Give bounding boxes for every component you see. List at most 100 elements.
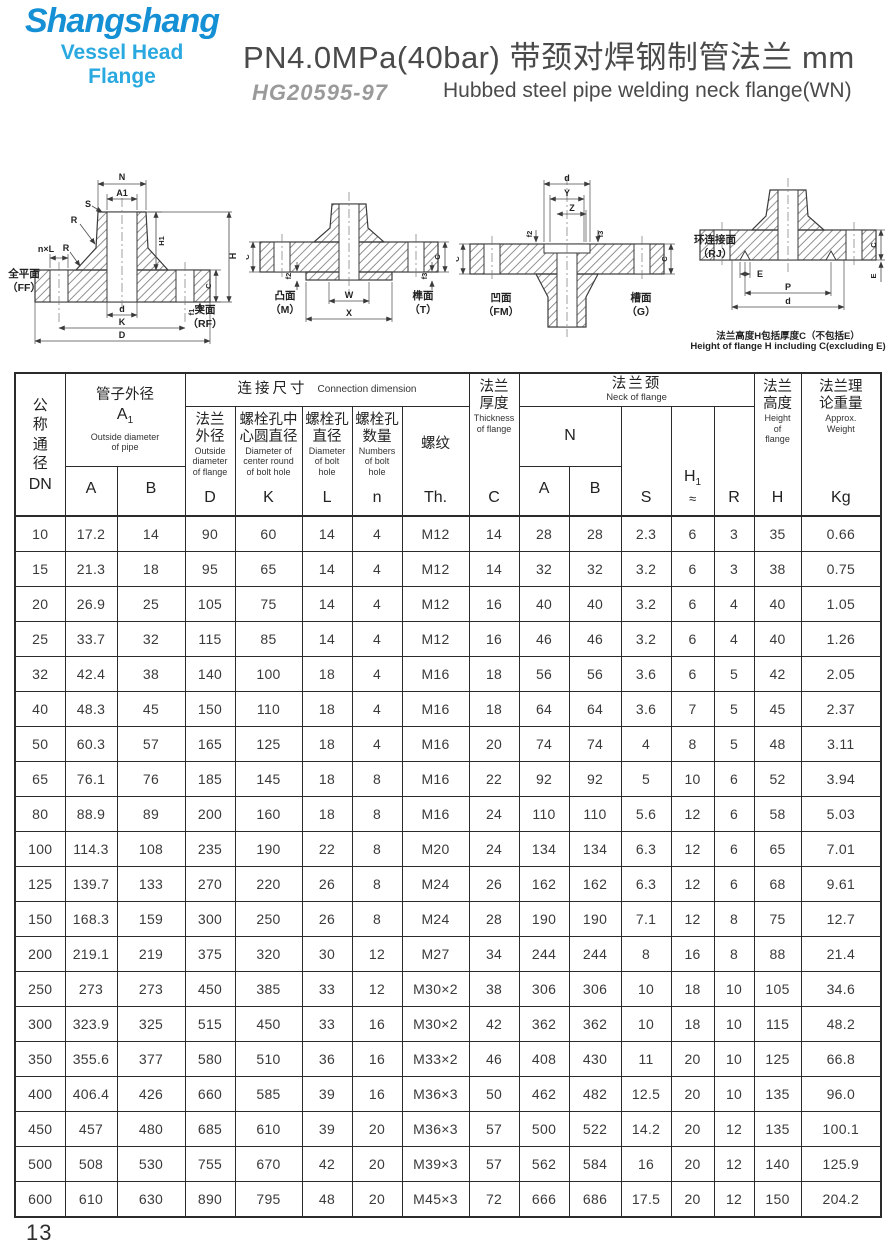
cell-neck-a: 244 (518, 936, 570, 972)
cell-neck-b: 584 (568, 1146, 622, 1182)
table-row: 15 21.3 18 95 65 14 4 M12 14 32 32 3.2 6 3 38 0.75 (14, 551, 882, 587)
cell-dn: 450 (14, 1111, 66, 1147)
connection-en: Connection dimension (317, 383, 417, 395)
cell-bolt-count: 20 (351, 1146, 403, 1182)
cell-thickness: 57 (468, 1111, 520, 1147)
table-row: 250 273 273 450 385 33 12 M30×2 38 306 306 10 18 10 10… (14, 971, 882, 1007)
cell-height: 52 (753, 761, 802, 797)
cell-pipe-a: 273 (64, 971, 118, 1007)
subtitle-en: Hubbed steel pipe welding neck flange(WN… (443, 79, 852, 102)
cell-bolt-circle: 320 (234, 936, 303, 972)
cell-weight: 7.01 (800, 831, 882, 867)
cell-bolt-hole-dia: 39 (301, 1111, 353, 1147)
dimensions: N A1 S R R n×L H1 C H f1 d (34, 172, 238, 344)
cell-bolt-count: 12 (351, 971, 403, 1007)
cell-bolt-count: 4 (351, 726, 403, 762)
cell-pipe-a: 219.1 (64, 936, 118, 972)
cell-bolt-hole-dia: 14 (301, 551, 353, 587)
pipe-od-en: Outside diameter of pipe (90, 431, 160, 452)
cell-bolt-hole-dia: 18 (301, 796, 353, 832)
cell-flange-od: 270 (184, 866, 236, 902)
cell-height: 150 (753, 1181, 802, 1218)
cell-neck-h1: 12 (670, 866, 715, 902)
neck-h1-approx: ≈ (688, 490, 697, 506)
cell-bolt-circle: 125 (234, 726, 303, 762)
cell-bolt-circle: 450 (234, 1006, 303, 1042)
cell-height: 35 (753, 515, 802, 552)
dim-label-big-d: D (119, 330, 126, 340)
cell-thickness: 46 (468, 1041, 520, 1077)
col-header-bolt-circle: 螺栓孔中 心圆直径 Diameter of center round of bo… (234, 405, 303, 517)
cell-thread: M39×3 (401, 1146, 470, 1182)
neck-cn: 法兰颈 (611, 375, 662, 392)
dim-label-f3: f3 (420, 273, 429, 280)
cell-pipe-b: 14 (116, 515, 186, 552)
spec-table: 公 称 通 径 DN 管子外径 A1 Outside diameter of p… (14, 372, 883, 1218)
cell-thickness: 34 (468, 936, 520, 972)
col-header-thread: 螺纹 Th. (401, 405, 470, 517)
cell-neck-s: 8 (620, 936, 672, 972)
neck-r-code: R (728, 489, 740, 507)
cell-neck-h1: 12 (670, 831, 715, 867)
cell-bolt-circle: 385 (234, 971, 303, 1007)
cell-dn: 100 (14, 831, 66, 867)
cell-thread: M12 (401, 586, 470, 622)
table-row: 65 76.1 76 185 145 18 8 M16 22 92 92 5 10 6 52 3.94 (14, 761, 882, 797)
cell-pipe-b: 18 (116, 551, 186, 587)
neck-h1-code: H (683, 467, 696, 485)
cell-pipe-a: 26.9 (64, 586, 118, 622)
cell-neck-b: 686 (568, 1181, 622, 1218)
cell-neck-s: 17.5 (620, 1181, 672, 1218)
cell-neck-s: 3.2 (620, 586, 672, 622)
thickness-cn: 法兰 厚度 (479, 379, 509, 413)
flange-od-en: Outside diameter of flange (192, 445, 228, 477)
spec-table-head: 公 称 通 径 DN 管子外径 A1 Outside diameter of p… (14, 372, 882, 517)
cell-neck-s: 16 (620, 1146, 672, 1182)
table-row: 32 42.4 38 140 100 18 4 M16 18 56 56 3.6 6 5 42 2.05 (14, 656, 882, 692)
standard-number: HG20595-97 (252, 80, 388, 105)
dim-label-p: P (785, 282, 791, 292)
cell-neck-b: 64 (568, 691, 622, 727)
flange-note-cn: 法兰高度H包括厚度C（不包括E） (716, 331, 860, 342)
brand-tagline: Vessel Head Flange (60, 40, 184, 88)
table-row: 300 323.9 325 515 450 33 16 M30×2 42 362 362 10 18 10… (14, 1006, 882, 1042)
dimensions: C f2 W X C f3 (246, 241, 449, 322)
cell-neck-s: 3.6 (620, 691, 672, 727)
caption-rj: 环连接面 （RJ） (694, 234, 736, 260)
dim-label-d: d (119, 304, 125, 314)
cell-flange-od: 95 (184, 551, 236, 587)
cell-neck-a: 408 (518, 1041, 570, 1077)
col-header-neck: 法兰颈 Neck of flange (518, 372, 755, 407)
cell-bolt-count: 4 (351, 551, 403, 587)
cell-thread: M27 (401, 936, 470, 972)
dim-label-f1: f1 (187, 309, 196, 316)
cell-height: 68 (753, 866, 802, 902)
cell-flange-od: 755 (184, 1146, 236, 1182)
cell-neck-b: 134 (568, 831, 622, 867)
cell-bolt-circle: 610 (234, 1111, 303, 1147)
cell-bolt-hole-dia: 14 (301, 621, 353, 657)
cell-height: 58 (753, 796, 802, 832)
cell-neck-s: 7.1 (620, 901, 672, 937)
cell-bolt-hole-dia: 26 (301, 866, 353, 902)
cell-neck-a: 28 (518, 515, 570, 552)
cell-neck-s: 5 (620, 761, 672, 797)
cell-neck-a: 32 (518, 551, 570, 587)
cell-thickness: 26 (468, 866, 520, 902)
col-header-flange-od: 法兰 外径 Outside diameter of flange D (184, 405, 236, 517)
cell-neck-r: 12 (713, 1146, 755, 1182)
cell-thread: M33×2 (401, 1041, 470, 1077)
table-row: 25 33.7 32 115 85 14 4 M12 16 46 46 3.2 6 4 40 1.26 (14, 621, 882, 657)
cell-bolt-circle: 795 (234, 1181, 303, 1218)
cell-neck-h1: 12 (670, 901, 715, 937)
weight-code: Kg (831, 489, 851, 507)
cell-weight: 5.03 (800, 796, 882, 832)
cell-bolt-hole-dia: 14 (301, 586, 353, 622)
cell-dn: 65 (14, 761, 66, 797)
cell-dn: 10 (14, 515, 66, 552)
neck-h1-sub: 1 (695, 476, 702, 488)
cell-bolt-hole-dia: 33 (301, 971, 353, 1007)
cell-neck-h1: 6 (670, 551, 715, 587)
cell-dn: 200 (14, 936, 66, 972)
cell-neck-b: 74 (568, 726, 622, 762)
